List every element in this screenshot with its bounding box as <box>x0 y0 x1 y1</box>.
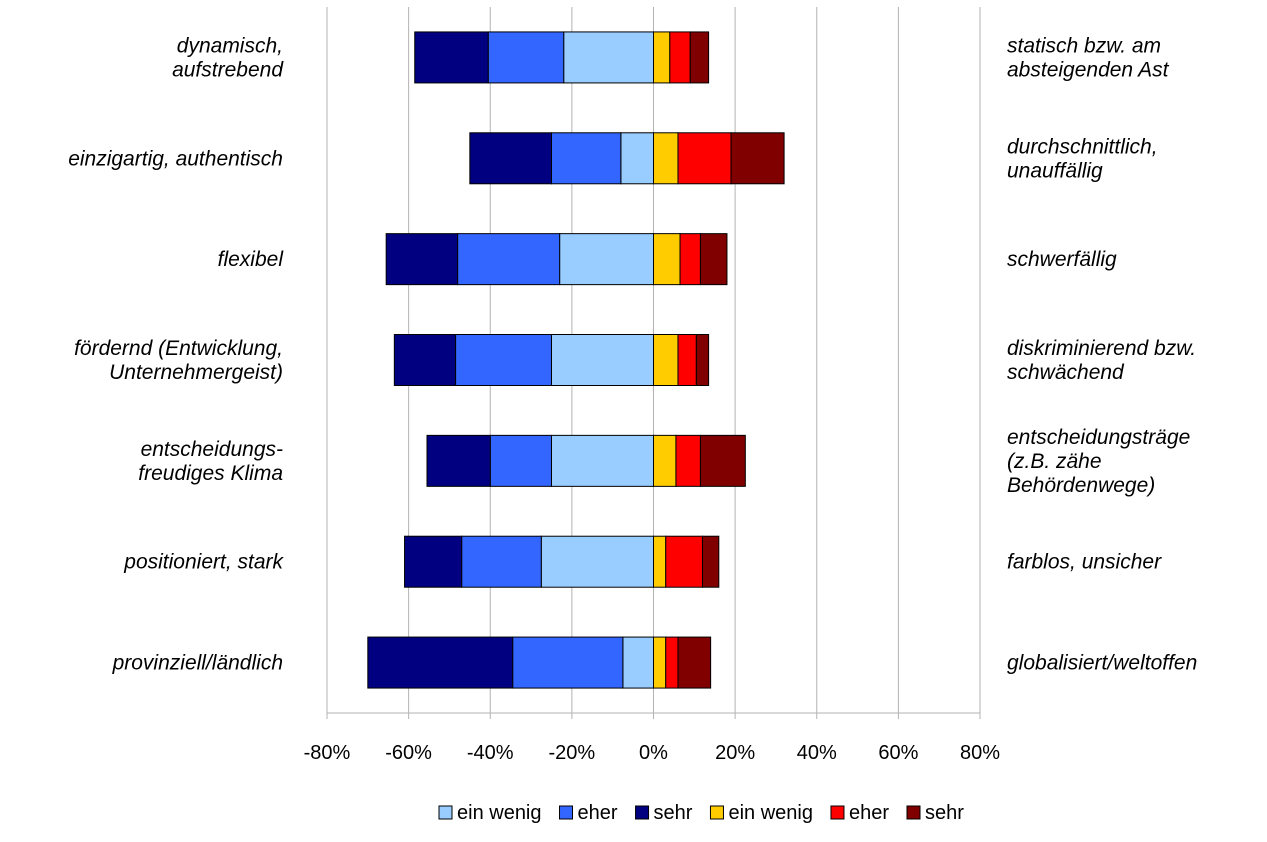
x-tick-label: 60% <box>878 742 918 764</box>
bar-segment <box>385 233 459 286</box>
bar-segment <box>669 31 691 84</box>
legend-label: ein wenig <box>457 802 542 824</box>
x-tick-label: 80% <box>960 742 1000 764</box>
bar-segment <box>699 434 746 487</box>
x-tick-label: 40% <box>797 742 837 764</box>
bar-segment <box>665 535 703 588</box>
bar-segment <box>675 434 701 487</box>
bar-segment <box>653 535 667 588</box>
left-category-label: provinziell/ländlich <box>112 652 283 675</box>
bar-segment <box>550 334 654 386</box>
bar-segment <box>677 132 732 185</box>
bar-segment <box>622 636 654 689</box>
bar-segment <box>730 132 785 185</box>
legend-label: eher <box>849 802 889 824</box>
legend-swatch <box>906 805 921 820</box>
x-tick-label: 0% <box>639 742 668 764</box>
bar-segment <box>367 636 514 689</box>
legend-label: sehr <box>925 802 964 824</box>
bar-segment <box>404 535 463 588</box>
left-category-label: flexibel <box>218 248 285 271</box>
x-tick-label: -20% <box>549 742 596 764</box>
bar-segment <box>653 334 679 386</box>
bar-segment <box>487 31 565 84</box>
bar-segment <box>653 31 671 84</box>
legend-swatch <box>438 805 453 820</box>
bar-segment <box>455 334 552 386</box>
right-category-label: diskriminierend bzw. schwächend <box>1007 337 1196 384</box>
bar-segment <box>677 334 697 386</box>
bar-segment <box>393 334 457 386</box>
bar-segment <box>699 233 728 286</box>
bar-segment <box>414 31 489 84</box>
left-category-label: positioniert, stark <box>123 551 284 574</box>
x-tick-label: -60% <box>385 742 432 764</box>
legend-label: ein wenig <box>728 802 813 824</box>
bar-segment <box>653 434 677 487</box>
bar-segment <box>653 233 681 286</box>
bar-segment <box>469 132 552 185</box>
bar-segment <box>457 233 561 286</box>
bar-segment <box>701 535 720 588</box>
bar-segment <box>689 31 710 84</box>
bar-segment <box>540 535 654 588</box>
right-category-label: globalisiert/weltoffen <box>1007 652 1197 675</box>
legend-label: sehr <box>654 802 693 824</box>
right-category-label: entscheidungsträge (z.B. zähe Behördenwege… <box>1007 426 1190 497</box>
left-category-label: entscheidungs-freudiges Klima <box>138 438 283 485</box>
bar-segment <box>563 31 655 84</box>
bar-segment <box>665 636 679 689</box>
legend-label: eher <box>578 802 618 824</box>
right-category-label: farblos, unsicher <box>1007 551 1162 574</box>
bar-segment <box>512 636 624 689</box>
bar-segment <box>559 233 654 286</box>
right-category-label: statisch bzw. am absteigenden Ast <box>1007 34 1170 81</box>
legend-swatch <box>830 805 845 820</box>
right-category-label: durchschnittlich, unauffällig <box>1007 135 1158 182</box>
legend-swatch <box>709 805 724 820</box>
bar-segment <box>550 132 622 185</box>
left-category-label: einzigartig, authentisch <box>68 147 283 170</box>
bar-segment <box>461 535 542 588</box>
right-category-label: schwerfällig <box>1007 248 1117 271</box>
bar-segment <box>653 636 667 689</box>
bar-segment <box>426 434 491 487</box>
bar-segment <box>679 233 701 286</box>
x-tick-label: -80% <box>304 742 351 764</box>
legend-swatch <box>559 805 574 820</box>
bar-segment <box>695 334 710 386</box>
legend-swatch <box>635 805 650 820</box>
bar-segment <box>489 434 552 487</box>
left-category-label: dynamisch, aufstrebend <box>172 34 284 81</box>
x-tick-label: -40% <box>467 742 514 764</box>
bar-segment <box>620 132 654 185</box>
bar-segment <box>653 132 679 185</box>
left-category-label: fördernd (Entwicklung, Unternehmergeist) <box>74 337 283 384</box>
bar-segment <box>677 636 712 689</box>
x-tick-label: 20% <box>715 742 755 764</box>
bar-segment <box>550 434 654 487</box>
